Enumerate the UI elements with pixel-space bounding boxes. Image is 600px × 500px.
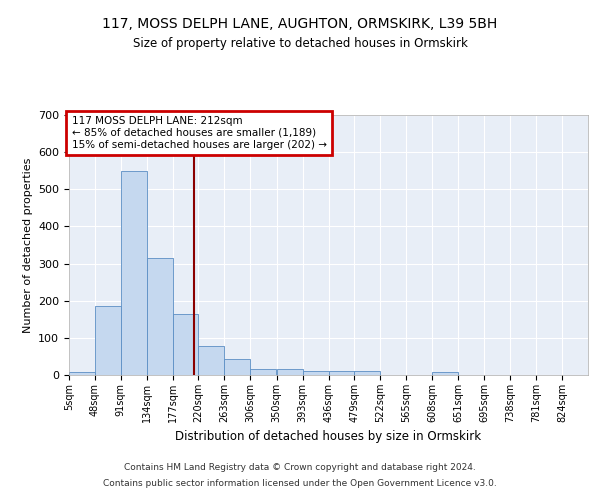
Bar — [250, 368, 276, 375]
Bar — [199, 346, 224, 375]
Text: 117, MOSS DELPH LANE, AUGHTON, ORMSKIRK, L39 5BH: 117, MOSS DELPH LANE, AUGHTON, ORMSKIRK,… — [103, 18, 497, 32]
Bar — [146, 258, 173, 375]
Bar — [224, 360, 250, 375]
Bar — [355, 372, 380, 375]
Bar — [432, 372, 458, 375]
Bar — [69, 372, 95, 375]
Text: Contains HM Land Registry data © Crown copyright and database right 2024.: Contains HM Land Registry data © Crown c… — [124, 464, 476, 472]
Y-axis label: Number of detached properties: Number of detached properties — [23, 158, 32, 332]
Bar — [277, 368, 302, 375]
Bar — [329, 372, 355, 375]
Bar — [121, 170, 146, 375]
Bar — [173, 314, 199, 375]
X-axis label: Distribution of detached houses by size in Ormskirk: Distribution of detached houses by size … — [175, 430, 482, 444]
Bar — [95, 306, 121, 375]
Text: 117 MOSS DELPH LANE: 212sqm
← 85% of detached houses are smaller (1,189)
15% of : 117 MOSS DELPH LANE: 212sqm ← 85% of det… — [71, 116, 326, 150]
Text: Size of property relative to detached houses in Ormskirk: Size of property relative to detached ho… — [133, 38, 467, 51]
Bar — [302, 370, 329, 375]
Text: Contains public sector information licensed under the Open Government Licence v3: Contains public sector information licen… — [103, 478, 497, 488]
